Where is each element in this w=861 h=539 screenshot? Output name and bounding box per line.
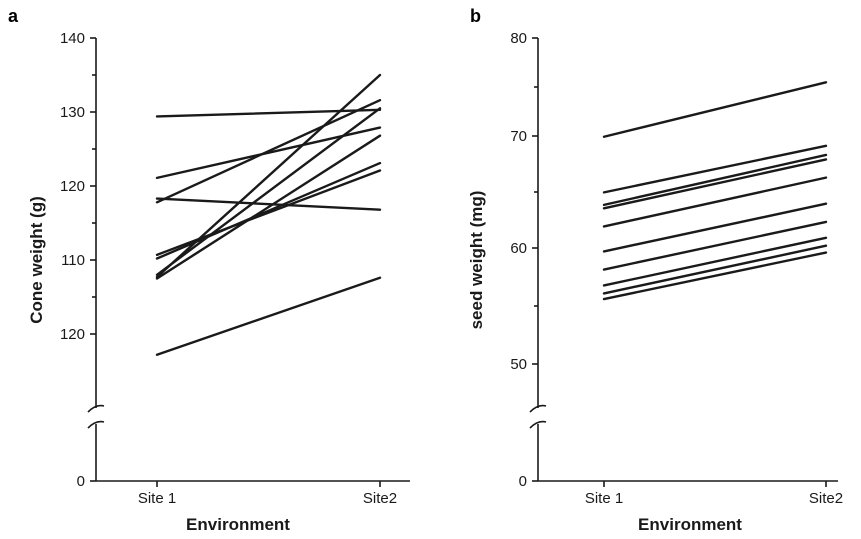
panel-a-series-line-8: [155, 73, 382, 279]
panel-b-y-tick-label: 80: [510, 30, 527, 47]
panel-b-series-line-4: [602, 158, 828, 210]
panel-a-series-line-10: [155, 276, 382, 356]
panel-b-series: [602, 81, 828, 301]
panel-a-y-tick-label: 120: [60, 326, 85, 343]
panel-a-series-line-7: [155, 107, 382, 276]
panel-a-y-tick-label: 120: [60, 178, 85, 195]
panel-a-series-line-4: [155, 98, 382, 204]
panel-a-series-line-1: [155, 108, 382, 118]
panel-a: a Cone weight (g) Environment 0 120 110 120…: [8, 6, 410, 534]
panel-a-y-tick-label: 140: [60, 30, 85, 47]
panel-a-series-line-5: [155, 169, 382, 257]
panel-a-x-tick-label: Site 1: [138, 490, 176, 507]
panel-a-y-tick-label: 110: [61, 252, 85, 269]
panel-a-series-line-3: [155, 197, 382, 211]
panel-b-x-tick-label: Site2: [809, 490, 843, 507]
panel-b-x-axis-title: Environment: [638, 515, 742, 534]
panel-b-series-line-10: [602, 251, 828, 301]
panel-b-y-tick-label: 60: [510, 240, 527, 257]
panel-b-series-line-8: [602, 236, 828, 287]
panel-b-axes: 0 50 60 70 80 Site 1 Site2: [510, 30, 843, 507]
panel-b-series-line-9: [602, 244, 828, 295]
panel-a-x-tick-label: Site2: [363, 490, 397, 507]
panel-a-axis-break-upper: [87, 404, 105, 413]
panel-b-series-line-6: [602, 202, 828, 253]
panel-b-series-line-3: [602, 153, 828, 207]
panel-b-series-line-7: [602, 220, 828, 271]
panel-a-y-axis-title: Cone weight (g): [27, 196, 46, 323]
panel-b-x-tick-label: Site 1: [585, 490, 623, 507]
panel-b: b seed weight (mg) Environment 0 50 60 70 80…: [467, 6, 843, 534]
panel-b-series-line-5: [602, 176, 828, 228]
panel-b-y-tick-label: 0: [519, 473, 527, 490]
panel-a-series-line-9: [155, 134, 382, 280]
panel-a-series-line-2: [155, 126, 382, 180]
panel-a-axes: 0 120 110 120 130 140 Site 1 Site2: [60, 30, 410, 507]
panel-a-x-axis-title: Environment: [186, 515, 290, 534]
panel-a-axis-break-lower: [87, 420, 105, 429]
panel-a-y-tick-label: 0: [77, 473, 85, 490]
panel-b-axis-break-upper: [529, 404, 547, 413]
panel-a-y-tick-label: 130: [60, 104, 85, 121]
panel-b-y-tick-label: 70: [510, 128, 527, 145]
panel-b-series-line-2: [602, 144, 828, 194]
panel-b-axis-break-lower: [529, 420, 547, 429]
panel-b-y-axis-title: seed weight (mg): [467, 191, 486, 330]
panel-a-letter: a: [8, 6, 19, 26]
panel-b-y-tick-label: 50: [510, 356, 527, 373]
panel-b-letter: b: [470, 6, 481, 26]
panel-b-series-line-1: [602, 81, 828, 138]
panel-a-series: [155, 73, 382, 356]
